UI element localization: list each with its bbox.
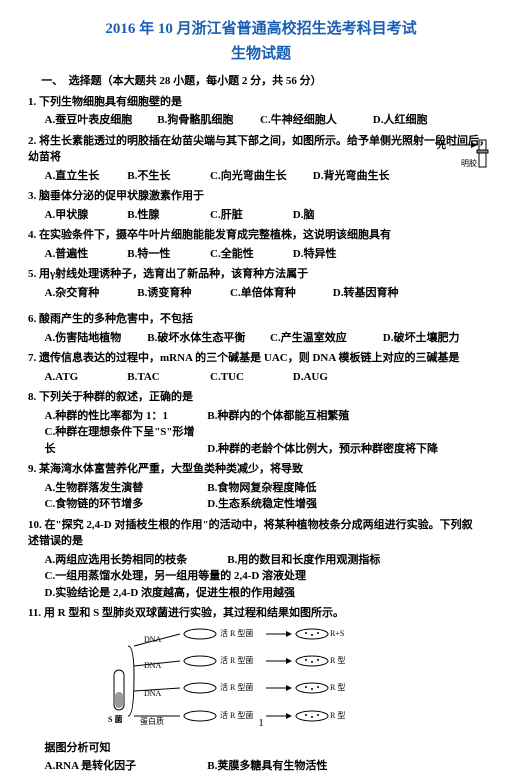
q6-opt-a: A.伤害陆地植物 [45, 330, 145, 347]
svg-text:R 型: R 型 [330, 656, 345, 665]
q8-opt-c: C.种群在理想条件下呈"S"形增长 [45, 424, 205, 457]
q8-opt-b: B.种群内的个体都能互相繁殖 [207, 408, 349, 425]
q5-opt-b: B.诱变育种 [137, 285, 227, 302]
svg-text:DNA: DNA [144, 635, 162, 644]
q9-opt-a: A.生物群落发生演替 [45, 480, 205, 497]
q8-options: A.种群的性比率都为 1：1 B.种群内的个体都能互相繁殖 C.种群在理想条件下… [28, 408, 494, 458]
q1-options: A.蚕豆叶表皮细胞 B.狗骨骼肌细胞 C.牛神经细胞人 D.人红细胞 [28, 112, 494, 129]
q6-stem: 6. 酸雨产生的多种危害中，不包括 [28, 311, 494, 328]
q4-opt-d: D.特异性 [293, 246, 337, 263]
q7-stem: 7. 遗传信息表达的过程中，mRNA 的三个碱基是 UAC，则 DNA 模板链上… [28, 350, 494, 367]
q11-stem: 11. 用 R 型和 S 型肺炎双球菌进行实验，其过程和结果如图所示。 [28, 605, 494, 622]
q9-opt-d: D.生态系统稳定性增强 [207, 496, 317, 513]
q7-opt-a: A.ATG [45, 369, 125, 386]
q4-opt-a: A.普遍性 [45, 246, 125, 263]
q4-opt-b: B.特一性 [127, 246, 207, 263]
q3-opt-b: B.性腺 [127, 207, 207, 224]
q2-opt-a: A.直立生长 [45, 168, 125, 185]
q6-opt-b: B.破坏水体生态平衡 [147, 330, 267, 347]
q3-opt-a: A.甲状腺 [45, 207, 125, 224]
q11-diagram: S 菌 DNA DNA DNA 蛋白质 活 R 型菌 活 R 型菌 活 R 型菌… [108, 626, 368, 736]
q1-stem: 1. 下列生物细胞具有细胞壁的是 [28, 94, 494, 111]
q10-opt-c: C.一组用蒸馏水处理，另一组用等量的 2,4-D 溶液处理 [45, 568, 307, 585]
q2-opt-c: C.向光弯曲生长 [210, 168, 310, 185]
q1-opt-c: C.牛神经细胞人 [260, 112, 370, 129]
light-arrow-icon: 光 明胶 [437, 138, 492, 174]
q6-options: A.伤害陆地植物 B.破坏水体生态平衡 C.产生温室效应 D.破坏土壤肥力 [28, 330, 494, 347]
q2-options: A.直立生长 B.不生长 C.向光弯曲生长 D.背光弯曲生长 [28, 168, 494, 185]
q5-opt-d: D.转基因育种 [333, 285, 399, 302]
q4-opt-c: C.全能性 [210, 246, 290, 263]
q5-opt-a: A.杂交育种 [45, 285, 135, 302]
q5-options: A.杂交育种 B.诱变育种 C.单倍体育种 D.转基因育种 [28, 285, 494, 302]
q10-options: A.两组应选用长势相同的枝条 B.用的数目和长度作用观测指标 C.一组用蒸馏水处… [28, 552, 494, 602]
q9-opt-c: C.食物链的环节增多 [45, 496, 205, 513]
svg-text:活 R 型菌: 活 R 型菌 [220, 682, 253, 692]
q7-opt-d: D.AUG [293, 369, 328, 386]
q2-opt-d: D.背光弯曲生长 [313, 168, 390, 185]
q3-stem: 3. 脑垂体分泌的促甲状腺激素作用于 [28, 188, 494, 205]
svg-text:活 R 型菌: 活 R 型菌 [220, 628, 253, 638]
svg-text:DNA: DNA [144, 689, 162, 698]
q11-options: A.RNA 是转化因子 B.荚膜多糖具有生物活性 [28, 758, 494, 775]
q2-opt-b: B.不生长 [127, 168, 207, 185]
q7-options: A.ATG B.TAC C.TUC D.AUG [28, 369, 494, 386]
q3-options: A.甲状腺 B.性腺 C.肝脏 D.脑 [28, 207, 494, 224]
q3-opt-c: C.肝脏 [210, 207, 290, 224]
q10-cont: 述错误的是 [28, 533, 494, 550]
page-subtitle: 生物试题 [28, 43, 494, 66]
q7-opt-c: C.TUC [210, 369, 290, 386]
experiment-icon: S 菌 DNA DNA DNA 蛋白质 活 R 型菌 活 R 型菌 活 R 型菌… [108, 626, 368, 736]
q8-opt-d: D.种群的老龄个体比例大，预示种群密度将下降 [207, 441, 438, 458]
page-title: 2016 年 10 月浙江省普通高校招生选考科目考试 [28, 18, 494, 41]
q2-cont: 幼苗将 [28, 149, 494, 166]
q1-opt-d: D.人红细胞 [373, 112, 428, 129]
q7-opt-b: B.TAC [127, 369, 207, 386]
q2-diagram: 光 明胶 [437, 138, 492, 170]
light-label: 光 [437, 139, 446, 150]
q10-stem: 10. 在"探究 2,4-D 对插枝生根的作用"的活动中，将某种植物枝条分成两组… [28, 517, 494, 534]
q4-options: A.普遍性 B.特一性 C.全能性 D.特异性 [28, 246, 494, 263]
q10-opt-a: A.两组应选用长势相同的枝条 [45, 552, 225, 569]
q6-opt-c: C.产生温室效应 [270, 330, 380, 347]
q6-opt-d: D.破坏土壤肥力 [383, 330, 460, 347]
q5-opt-c: C.单倍体育种 [230, 285, 330, 302]
q8-opt-a: A.种群的性比率都为 1：1 [45, 408, 205, 425]
svg-text:活 R 型菌: 活 R 型菌 [220, 710, 253, 720]
q1-opt-a: A.蚕豆叶表皮细胞 [45, 112, 155, 129]
svg-text:R 型: R 型 [330, 711, 345, 720]
q8-stem: 8. 下列关于种群的叙述，正确的是 [28, 389, 494, 406]
gel-label: 明胶 [461, 158, 477, 168]
svg-text:蛋白质: 蛋白质 [140, 716, 164, 726]
q3-opt-d: D.脑 [293, 207, 315, 224]
q10-opt-b: B.用的数目和长度作用观测指标 [227, 552, 380, 569]
q11-opt-a: A.RNA 是转化因子 [45, 758, 205, 775]
q2-stem: 2. 将生长素能透过的明胶插在幼苗尖端与其下部之间，如图所示。给予单侧光照射一段… [28, 133, 494, 150]
svg-text:DNA: DNA [144, 661, 162, 670]
q10-opt-d: D.实验结论是 2,4-D 浓度越高，促进生根的作用越强 [45, 585, 296, 602]
svg-text:R 型: R 型 [330, 683, 345, 692]
page-number: 1 [258, 715, 264, 732]
q11-cont: 据图分析可知 [28, 740, 494, 757]
q9-options: A.生物群落发生演替 B.食物网复杂程度降低 C.食物链的环节增多 D.生态系统… [28, 480, 494, 513]
q4-stem: 4. 在实验条件下，摄卒牛叶片细胞能能发育成完整植株，这说明该细胞具有 [28, 227, 494, 244]
svg-text:R+S: R+S [330, 629, 344, 638]
q11-opt-b: B.荚膜多糖具有生物活性 [207, 758, 327, 775]
svg-text:S 菌: S 菌 [108, 714, 122, 724]
section-1-head: 一、 选择题（本大题共 28 小题，每小题 2 分，共 56 分） [28, 73, 494, 90]
q9-stem: 9. 某海湾水体富营养化严重，大型鱼类种类减少，将导致 [28, 461, 494, 478]
q1-opt-b: B.狗骨骼肌细胞 [157, 112, 257, 129]
q5-stem: 5. 用γ射线处理诱种子，选育出了新品种，该育种方法属于 [28, 266, 494, 283]
q9-opt-b: B.食物网复杂程度降低 [207, 480, 316, 497]
svg-text:活 R 型菌: 活 R 型菌 [220, 655, 253, 665]
